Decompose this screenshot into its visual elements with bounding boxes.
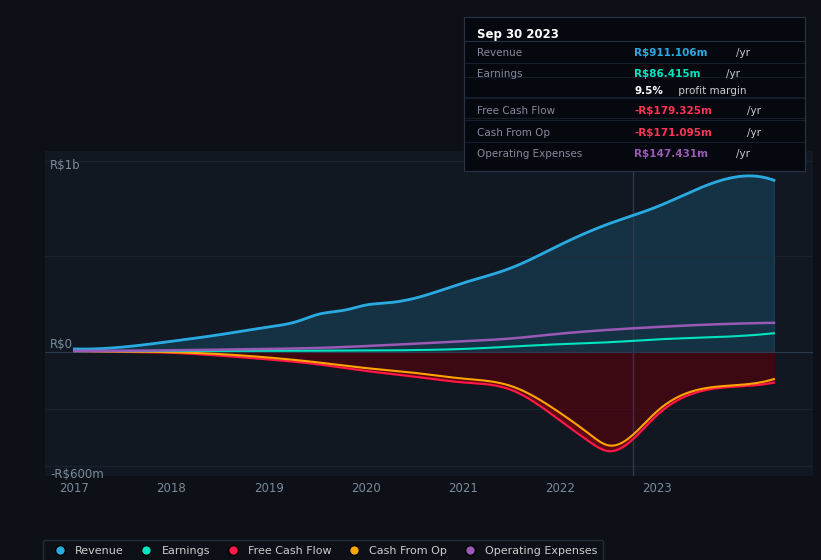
Text: -R$171.095m: -R$171.095m <box>635 128 712 138</box>
Text: /yr: /yr <box>736 48 750 58</box>
Text: -R$600m: -R$600m <box>50 468 103 481</box>
Text: 9.5%: 9.5% <box>635 86 663 96</box>
Text: R$86.415m: R$86.415m <box>635 69 700 79</box>
Text: /yr: /yr <box>736 150 750 159</box>
Text: R$147.431m: R$147.431m <box>635 150 709 159</box>
Text: R$0: R$0 <box>50 338 73 351</box>
Text: Cash From Op: Cash From Op <box>478 128 551 138</box>
Text: Operating Expenses: Operating Expenses <box>478 150 583 159</box>
Text: profit margin: profit margin <box>675 86 746 96</box>
Text: Earnings: Earnings <box>478 69 523 79</box>
Text: Sep 30 2023: Sep 30 2023 <box>478 27 559 40</box>
Legend: Revenue, Earnings, Free Cash Flow, Cash From Op, Operating Expenses: Revenue, Earnings, Free Cash Flow, Cash … <box>43 540 603 560</box>
Text: Free Cash Flow: Free Cash Flow <box>478 106 556 116</box>
Text: R$1b: R$1b <box>50 159 80 172</box>
Text: -R$179.325m: -R$179.325m <box>635 106 712 116</box>
Text: /yr: /yr <box>746 106 761 116</box>
Text: Revenue: Revenue <box>478 48 523 58</box>
Text: R$911.106m: R$911.106m <box>635 48 708 58</box>
Text: /yr: /yr <box>727 69 741 79</box>
Text: /yr: /yr <box>746 128 761 138</box>
